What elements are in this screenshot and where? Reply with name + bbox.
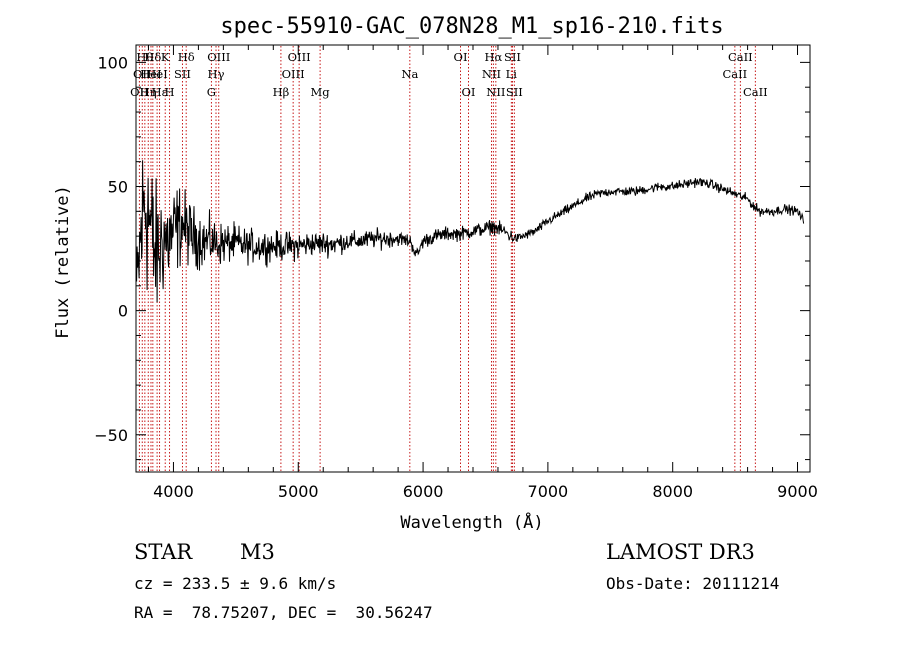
- observation-date: Obs-Date: 20111214: [606, 574, 780, 593]
- line-label: Li: [506, 67, 518, 81]
- line-label: OII: [130, 85, 149, 99]
- line-label: OIII: [282, 67, 305, 81]
- line-label: H: [165, 85, 175, 99]
- x-tick-label: 7000: [528, 482, 569, 501]
- line-label: Na: [401, 67, 418, 81]
- emission-line-markers: [138, 46, 756, 471]
- object-subclass: M3: [240, 540, 275, 564]
- line-label: OI: [462, 85, 476, 99]
- line-label: Hθ: [136, 50, 153, 64]
- object-class: STAR: [134, 540, 193, 564]
- plot-frame: [135, 44, 811, 473]
- line-label: Hδ: [178, 50, 195, 64]
- line-label: NII: [482, 67, 501, 81]
- x-tick-label: 5000: [278, 482, 319, 501]
- x-tick-label: 8000: [652, 482, 693, 501]
- line-label: SII: [504, 50, 521, 64]
- x-tick-label: 4000: [153, 482, 194, 501]
- line-label: SII: [506, 85, 523, 99]
- chart-title: spec-55910-GAC_078N28_M1_sp16-210.fits: [220, 14, 723, 39]
- line-label: HeI: [146, 67, 167, 81]
- line-label: OIII: [207, 50, 230, 64]
- x-tick-label: 6000: [403, 482, 444, 501]
- line-label: OI: [454, 50, 468, 64]
- line-label: Hβ: [273, 85, 290, 99]
- spectrum-line: [136, 160, 805, 303]
- redshift-velocity: cz = 233.5 ± 9.6 km/s: [134, 574, 337, 593]
- x-axis-label: Wavelength (Å): [400, 511, 543, 533]
- line-label: Hη: [140, 85, 157, 99]
- line-label: OII: [133, 67, 152, 81]
- y-tick-label: 0: [118, 302, 128, 321]
- line-label: OIII: [288, 50, 311, 64]
- line-label: Hγ: [208, 67, 225, 81]
- x-tick-label: 9000: [777, 482, 818, 501]
- y-tick-label: 100: [97, 53, 128, 72]
- y-axis-label: Flux (relative): [53, 185, 73, 339]
- plot-axes: 4000 5000 6000 7000 8000 9000 −50 0 50 100: [94, 45, 818, 501]
- line-label: Mg: [311, 85, 331, 99]
- y-tick-label: −50: [94, 426, 128, 445]
- line-label: CaII: [728, 50, 753, 64]
- coordinates: RA = 78.75207, DEC = 30.56247: [134, 603, 433, 622]
- line-label: Hδ: [144, 50, 161, 64]
- line-label: CaII: [743, 85, 768, 99]
- line-label: K: [161, 50, 170, 64]
- line-label: HeI: [140, 67, 161, 81]
- y-tick-label: 50: [108, 178, 128, 197]
- line-label: Hα: [484, 50, 502, 64]
- line-label: Hε: [152, 85, 168, 99]
- line-label: CaII: [722, 67, 747, 81]
- line-label: SII: [174, 67, 191, 81]
- emission-line-labels: OII OII Hθ Hη HeI Hδ HeI Hε K H SII Hδ G Hγ OIII Hβ OIII…: [130, 50, 768, 99]
- line-label: G: [207, 85, 216, 99]
- survey-name: LAMOST DR3: [606, 540, 755, 564]
- line-label: NII: [486, 85, 505, 99]
